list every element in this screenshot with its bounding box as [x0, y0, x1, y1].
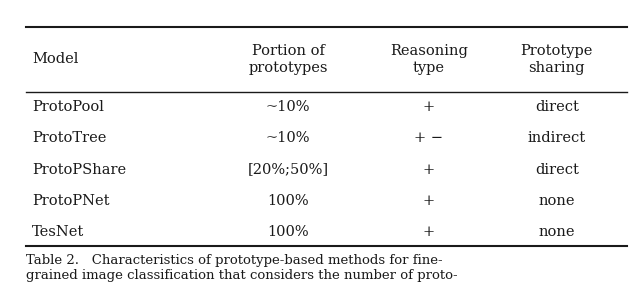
Text: none: none: [538, 194, 575, 207]
Text: ~10%: ~10%: [266, 131, 310, 145]
Text: TesNet: TesNet: [32, 225, 84, 239]
Text: +: +: [423, 162, 435, 176]
Text: ProtoPNet: ProtoPNet: [32, 194, 109, 207]
Text: Table 2.   Characteristics of prototype-based methods for fine-
grained image cl: Table 2. Characteristics of prototype-ba…: [26, 254, 457, 282]
Text: +: +: [423, 194, 435, 207]
Text: direct: direct: [535, 162, 579, 176]
Text: 100%: 100%: [267, 225, 309, 239]
Text: 100%: 100%: [267, 194, 309, 207]
Text: Model: Model: [32, 52, 78, 66]
Text: + −: + −: [414, 131, 444, 145]
Text: ~10%: ~10%: [266, 100, 310, 114]
Text: Prototype
sharing: Prototype sharing: [520, 44, 593, 75]
Text: ProtoTree: ProtoTree: [32, 131, 106, 145]
Text: ProtoPool: ProtoPool: [32, 100, 104, 114]
Text: [20%;50%]: [20%;50%]: [248, 162, 328, 176]
Text: direct: direct: [535, 100, 579, 114]
Text: +: +: [423, 100, 435, 114]
Text: Reasoning
type: Reasoning type: [390, 44, 468, 75]
Text: indirect: indirect: [528, 131, 586, 145]
Text: Portion of
prototypes: Portion of prototypes: [248, 44, 328, 75]
Text: ProtoPShare: ProtoPShare: [32, 162, 126, 176]
Text: none: none: [538, 225, 575, 239]
Text: +: +: [423, 225, 435, 239]
